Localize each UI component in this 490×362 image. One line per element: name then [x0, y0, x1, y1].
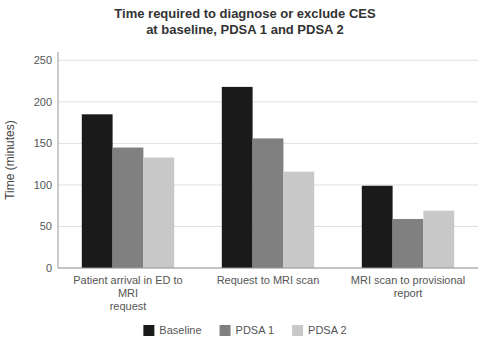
- x-tick-label-line: Request to MRI scan: [217, 274, 320, 286]
- legend-swatch: [292, 325, 303, 336]
- bar: [423, 211, 454, 268]
- grid: [58, 60, 478, 268]
- legend: Baseline PDSA 1 PDSA 2: [143, 324, 346, 336]
- y-tick-label: 250: [34, 54, 52, 66]
- title-line: at baseline, PDSA 1 and PDSA 2: [146, 22, 344, 37]
- x-tick-label: MRI scan to provisionalreport: [351, 274, 465, 299]
- y-tick-label: 150: [34, 137, 52, 149]
- x-tick-label-line: MRI scan to provisional: [351, 274, 465, 286]
- y-tick-label: 0: [46, 262, 52, 274]
- x-axis-line: [58, 268, 478, 269]
- y-axis-line: [58, 52, 59, 268]
- bar: [393, 219, 424, 268]
- bar: [222, 87, 253, 268]
- title: Time required to diagnose or exclude CES…: [114, 6, 376, 37]
- y-axis-label: Time (minutes): [3, 120, 17, 200]
- title-line: Time required to diagnose or exclude CES: [114, 6, 376, 21]
- legend-label: PDSA 2: [308, 324, 347, 336]
- x-tick-label-line: MRI: [118, 287, 138, 299]
- grid-line: [58, 60, 478, 61]
- bar: [283, 172, 314, 268]
- y-tick-label: 50: [40, 220, 52, 232]
- legend-label: PDSA 1: [236, 324, 275, 336]
- bar: [113, 148, 144, 268]
- grid-line: [58, 101, 478, 102]
- x-tick-label-line: report: [394, 287, 423, 299]
- x-tick-label: Request to MRI scan: [217, 274, 320, 286]
- y-tick-label: 100: [34, 179, 52, 191]
- bar: [82, 114, 113, 268]
- chart: Time required to diagnose or exclude CES…: [0, 0, 490, 362]
- bars: [82, 87, 454, 268]
- bar: [253, 138, 284, 268]
- legend-label: Baseline: [159, 324, 201, 336]
- legend-swatch: [143, 325, 154, 336]
- x-tick-label: Patient arrival in ED toMRIrequest: [73, 274, 182, 312]
- bar: [143, 158, 174, 268]
- bar: [362, 186, 393, 268]
- x-tick-label-line: request: [110, 300, 147, 312]
- y-tick-label: 200: [34, 96, 52, 108]
- x-tick-label-line: Patient arrival in ED to: [73, 274, 182, 286]
- grid-line: [58, 268, 478, 269]
- legend-swatch: [220, 325, 231, 336]
